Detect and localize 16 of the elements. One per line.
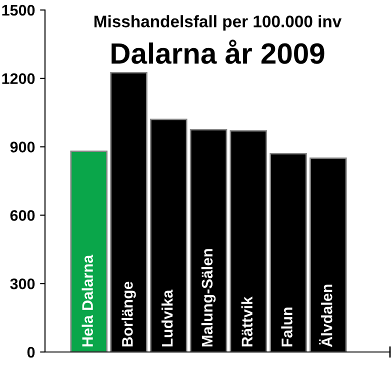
- x-tick-label: Ludvika: [162, 290, 173, 346]
- y-tick-label: 900: [10, 142, 35, 152]
- x-tick-label: Borlänge: [122, 282, 136, 346]
- y-tick-label: 1500: [2, 4, 35, 16]
- x-tick-label: Malung-Sälen: [201, 249, 216, 346]
- text: Dalarna år 2009: [112, 40, 324, 64]
- x-tick-label: Älvdalen: [319, 284, 332, 348]
- y-tick-label: 300: [10, 278, 35, 290]
- y-tick-label: 600: [10, 210, 35, 221]
- x-tick-label: Rättvik: [241, 296, 253, 346]
- y-tick-label: 0: [27, 346, 35, 358]
- x-tick-label: Falun: [281, 308, 292, 346]
- bar: [70, 150, 108, 352]
- chart-subtitle: Misshandelsfall per 100.000 inv: [94, 15, 342, 31]
- y-tick-label: 1200: [2, 73, 35, 84]
- x-tick-label: Hela Dalarna: [82, 254, 93, 346]
